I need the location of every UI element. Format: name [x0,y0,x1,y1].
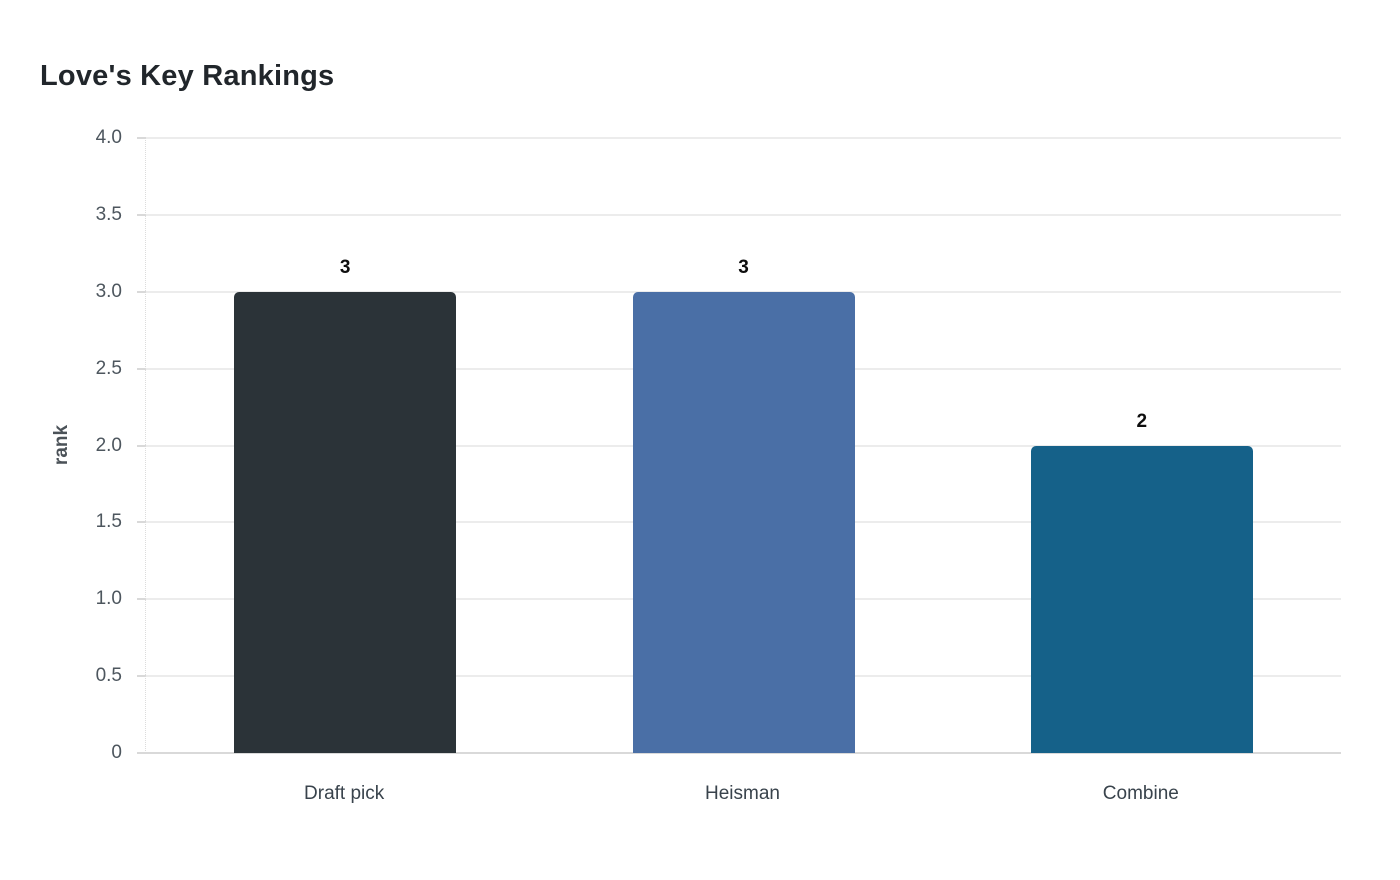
y-tick-mark [137,675,146,678]
y-tick-mark [137,137,146,139]
y-tick-mark [137,290,146,293]
y-tick-label: 1.0 [95,588,122,610]
x-category-label: Heisman [705,783,780,804]
y-tick-mark [137,367,146,370]
y-tick-label: 4.0 [95,127,122,148]
y-tick-mark [137,213,146,216]
plot-area: 3 3 2 [137,137,1341,754]
y-tick-label: 1.5 [95,511,122,533]
x-category-label: Combine [1102,783,1179,804]
y-tick-label: 3.5 [95,203,122,225]
y-tick-label: 0 [111,742,122,763]
y-tick-mark [137,444,146,447]
bar-heisman [632,291,855,753]
y-tick-mark [137,752,146,754]
bar-draft-pick [234,291,457,753]
y-tick-label: 2.0 [95,434,122,456]
y-tick-mark [137,598,146,601]
y-axis-title: rank [51,424,72,466]
x-category-label: Draft pick [304,783,385,804]
bar-value-label: 3 [738,256,749,278]
y-tick-label: 0.5 [95,665,122,687]
bar-value-label: 3 [339,256,351,278]
gridline [146,213,1341,216]
chart-title: Love's Key Rankings [40,60,335,92]
x-axis-line [146,752,1341,754]
y-tick-mark [137,521,146,524]
gridline [146,137,1341,139]
y-tick-label: 2.5 [95,357,122,379]
y-tick-label: 3.0 [95,280,122,302]
bar-value-label: 2 [1136,410,1148,432]
bar-combine [1030,445,1253,753]
